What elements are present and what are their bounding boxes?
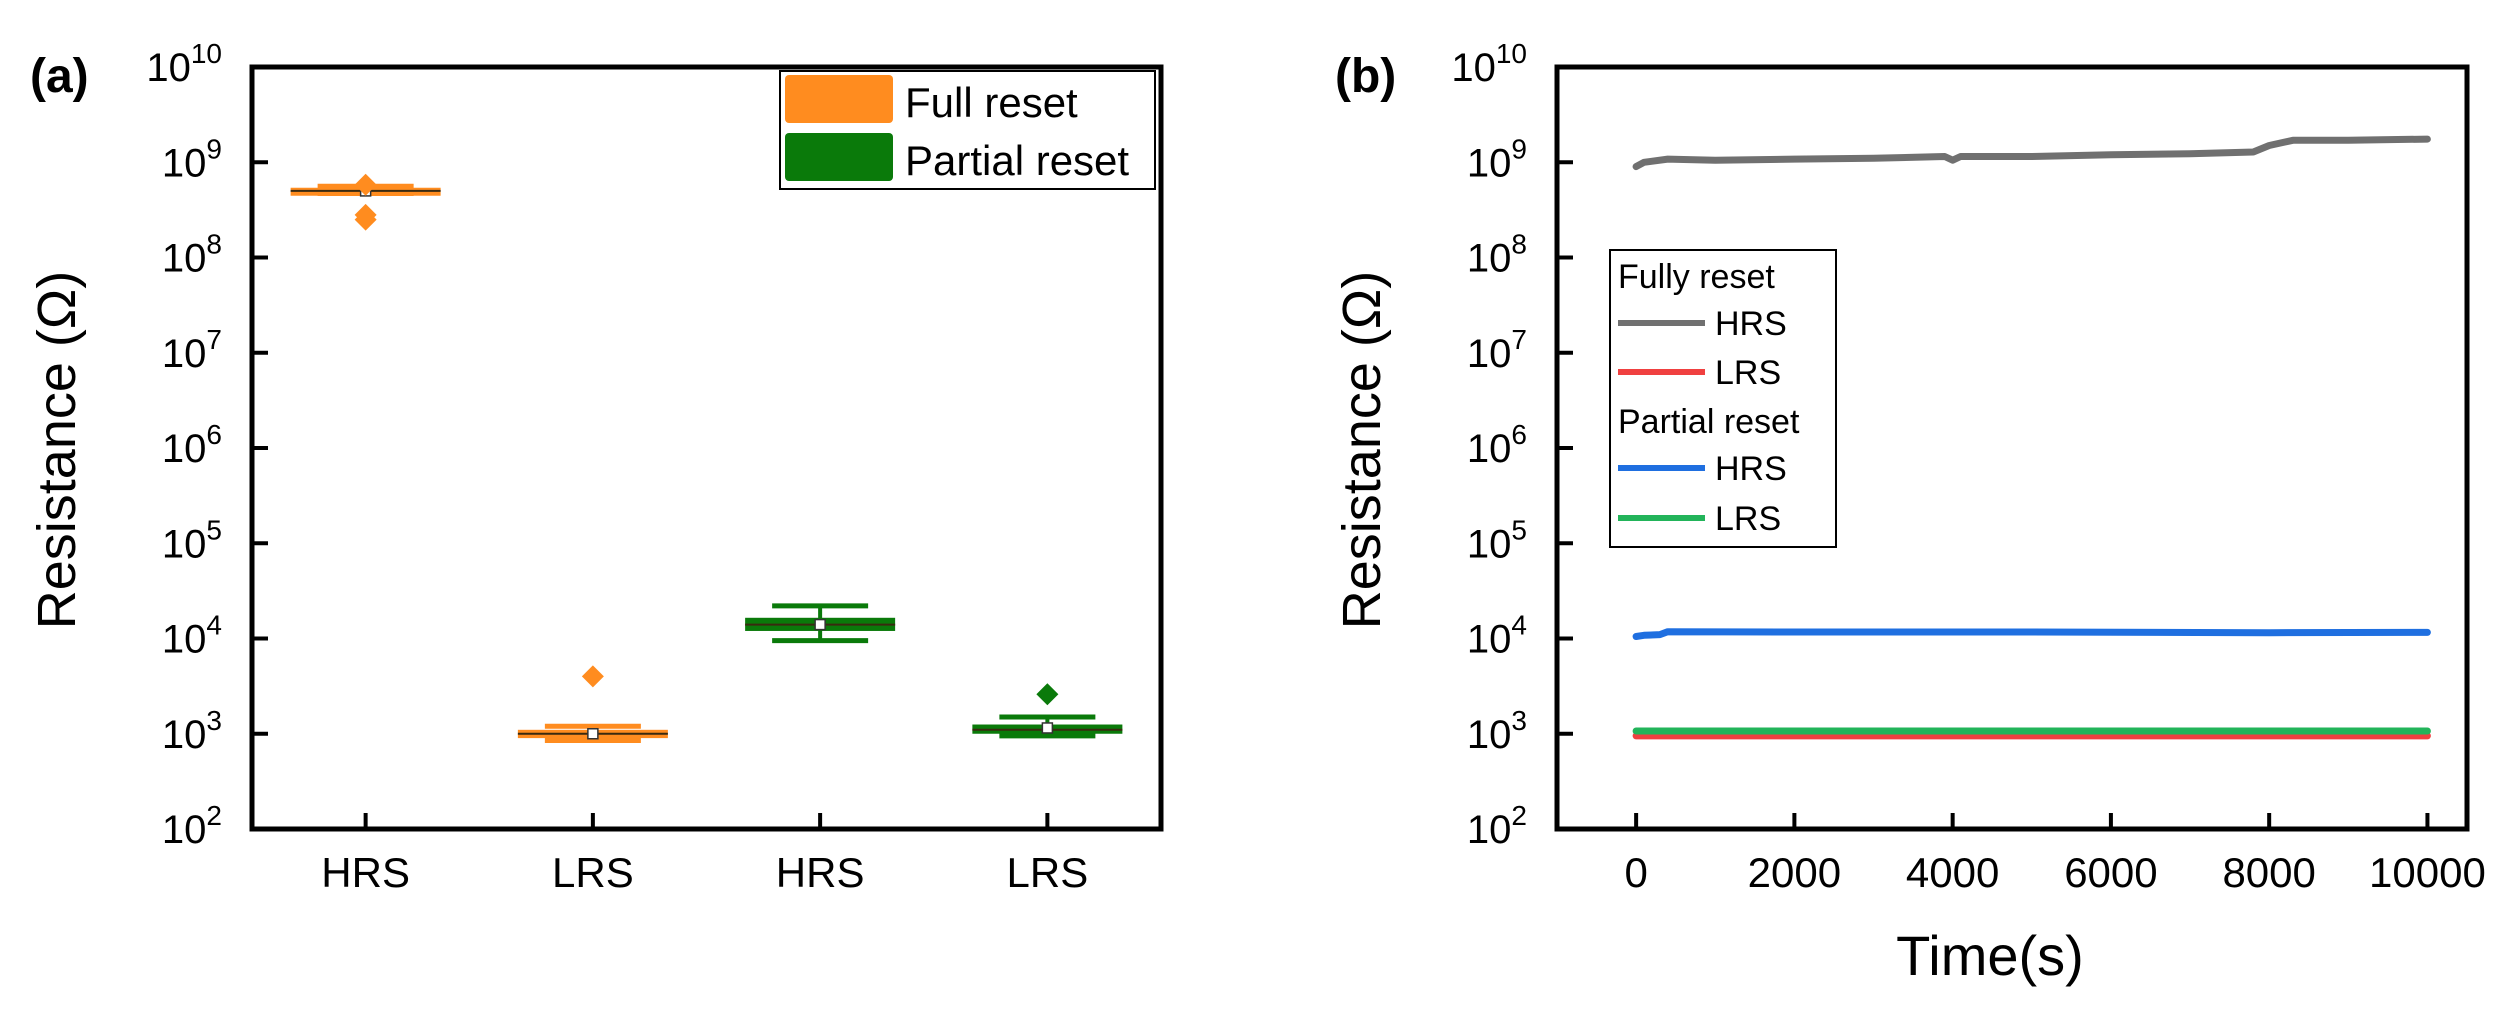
box-2: [745, 603, 896, 644]
legend-label-partial-reset: Partial reset: [905, 137, 1129, 184]
x-tick-label: 2000: [1748, 849, 1841, 896]
y-tick-label: 108: [162, 229, 222, 281]
x-tick-label: 8000: [2222, 849, 2315, 896]
series-line-partial-reset-hrs: [1632, 628, 2431, 640]
outlier-point: [354, 173, 377, 196]
x-tick-label: LRS: [1007, 849, 1089, 896]
panel-b-legend: Fully reset HRS LRS Partial reset HRS LR…: [1609, 249, 1837, 548]
y-tick-label: 104: [162, 610, 222, 662]
x-tick-label: HRS: [776, 849, 865, 896]
y-tick-label: 106: [1467, 419, 1527, 471]
y-tick-label: 104: [1467, 610, 1527, 662]
mean-marker: [1041, 722, 1054, 734]
legend-header-fully-reset: Fully reset: [1618, 258, 1775, 296]
y-tick-label: 103: [1467, 705, 1527, 757]
panel-a-boxes: [290, 173, 1123, 743]
legend-label-fully-lrs: LRS: [1715, 354, 1781, 392]
legend-label-partial-lrs: LRS: [1715, 500, 1781, 538]
panel-a: (a) Resistance (Ω) 102 103 104 105 106 107 108…: [27, 38, 1164, 896]
panel-a-plot-frame: [249, 64, 1164, 832]
y-tick-label: 108: [1467, 229, 1527, 281]
x-tick-label: 10000: [2369, 849, 2486, 896]
panel-b-plot-frame: [1554, 64, 2470, 832]
x-tick-label: 4000: [1906, 849, 1999, 896]
y-tick-label: 102: [1467, 800, 1527, 852]
legend-label-fully-hrs: HRS: [1715, 305, 1787, 343]
x-tick-label: HRS: [321, 849, 410, 896]
outlier-point: [354, 208, 377, 231]
panel-b-x-ticks: 0 2000 4000 6000 8000 10000: [1624, 813, 2486, 896]
y-tick-label: 105: [1467, 514, 1527, 566]
y-tick-label: 107: [1467, 324, 1527, 376]
box-0: [290, 173, 441, 231]
x-tick-label: 6000: [2064, 849, 2157, 896]
mean-marker: [814, 618, 826, 631]
panel-b-ylabel: Resistance (Ω): [1332, 271, 1392, 629]
panel-b-xlabel: Time(s): [1896, 924, 2084, 987]
y-tick-label: 103: [162, 705, 222, 757]
y-tick-label: 109: [162, 133, 222, 185]
panel-a-ylabel: Resistance (Ω): [27, 271, 87, 629]
panel-b-legend-frame: [1609, 249, 1837, 548]
legend-header-partial-reset: Partial reset: [1618, 403, 1800, 441]
box-3: [972, 683, 1123, 739]
panel-a-legend: Full reset Partial reset: [779, 70, 1156, 190]
x-tick-label: 0: [1624, 849, 1647, 896]
y-tick-label: 1010: [146, 38, 222, 90]
outlier-point: [1036, 683, 1059, 706]
legend-swatch-partial-reset: [785, 133, 893, 181]
panel-a-x-ticks: HRS LRS HRS LRS: [321, 813, 1088, 896]
outlier-point: [581, 665, 604, 688]
legend-label-partial-hrs: HRS: [1715, 450, 1787, 488]
legend-label-full-reset: Full reset: [905, 79, 1078, 126]
y-tick-label: 109: [1467, 133, 1527, 185]
y-tick-label: 105: [162, 514, 222, 566]
panel-b: (b) Resistance (Ω) Time(s) 102 103 104 105 1…: [1332, 38, 2486, 987]
mean-marker: [587, 728, 599, 740]
panel-a-label: (a): [30, 50, 89, 103]
box-1: [517, 665, 668, 743]
y-tick-label: 102: [162, 800, 222, 852]
y-tick-label: 107: [162, 324, 222, 376]
panel-b-series: [1632, 135, 2431, 740]
legend-swatch-full-reset: [785, 75, 893, 123]
y-tick-label: 106: [162, 419, 222, 471]
x-tick-label: LRS: [552, 849, 634, 896]
y-tick-label: 1010: [1451, 38, 1527, 90]
series-line-fully-reset-hrs: [1632, 135, 2431, 171]
panel-b-label: (b): [1335, 50, 1396, 103]
